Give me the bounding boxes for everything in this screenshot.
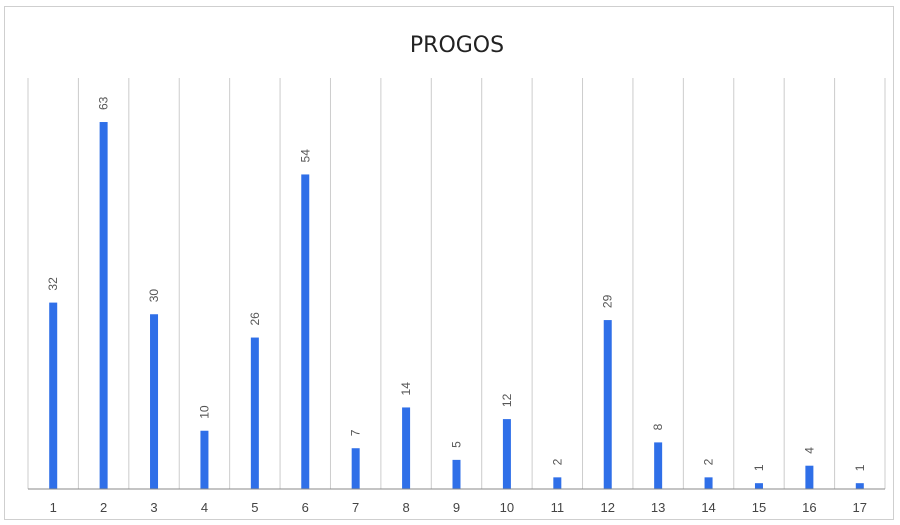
data-label: 2 [550,458,564,465]
bar [99,122,108,490]
bar [654,442,663,489]
data-label: 4 [802,447,816,454]
data-label: 1 [752,464,766,471]
x-tick-label: 14 [701,500,715,515]
bar [704,477,713,489]
data-label: 12 [500,393,514,407]
data-label: 1 [853,464,867,471]
data-label: 5 [450,441,464,448]
x-tick-label: 15 [752,500,766,515]
data-label: 8 [651,423,665,430]
x-tick-label: 17 [853,500,867,515]
x-tick-label: 11 [551,500,565,515]
x-tick-label: 2 [100,500,107,515]
bar [351,448,360,489]
x-tick-label: 12 [601,500,615,515]
data-label: 10 [197,405,211,419]
data-label: 2 [702,458,716,465]
bar [855,483,864,489]
bars [49,122,864,490]
bar [150,314,159,489]
bar [754,483,763,489]
x-tick-label: 13 [651,500,665,515]
x-tick-label: 3 [150,500,157,515]
bar [250,337,259,489]
x-tick-label: 5 [251,500,258,515]
chart-title: PROGOS [410,33,504,58]
data-label: 29 [601,294,615,308]
x-axis: 1 2 3 4 5 6 7 8 9 10 11 12 13 14 15 16 17 [28,488,885,515]
bar [402,407,411,489]
x-tick-label: 4 [201,500,208,515]
bar [553,477,562,489]
bar [603,320,612,489]
bar [502,419,511,489]
data-label: 30 [147,289,161,303]
grid-lines [27,78,886,489]
x-tick-label: 16 [802,500,816,515]
data-label: 7 [349,429,363,436]
x-tick-label: 9 [453,500,460,515]
bar [49,302,58,489]
data-label: 14 [399,382,413,396]
bar [805,465,814,489]
data-label: 32 [46,277,60,291]
data-label: 63 [97,96,111,110]
x-tick-label: 7 [352,500,359,515]
x-tick-label: 1 [50,500,57,515]
x-tick-label: 8 [402,500,409,515]
data-label: 54 [298,149,312,163]
bar [200,430,209,489]
data-label: 26 [248,312,262,326]
bar [301,174,310,489]
bar [452,459,461,489]
x-tick-label: 6 [302,500,309,515]
x-tick-label: 10 [500,500,514,515]
